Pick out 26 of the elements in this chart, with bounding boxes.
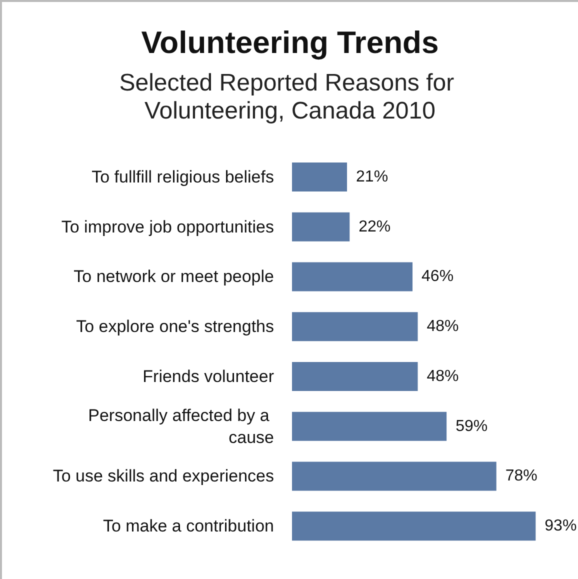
y-tick-label: To explore one's strengths <box>76 317 274 336</box>
y-tick-label: Friends volunteer <box>142 366 274 386</box>
bar <box>292 262 413 292</box>
data-label: 48% <box>426 318 459 336</box>
y-tick-label: Personally affected by a cause <box>88 406 274 447</box>
y-tick-label: To use skills and experiences <box>52 466 274 486</box>
data-label: 78% <box>505 468 538 485</box>
y-tick-label: To fullfill religious beliefs <box>92 167 274 186</box>
y-tick-label: To network or meet people <box>74 267 274 286</box>
bar <box>292 362 418 391</box>
data-label: 48% <box>426 368 459 385</box>
data-label: 21% <box>356 168 388 186</box>
data-label: 22% <box>358 218 391 236</box>
bar <box>292 512 536 541</box>
bar <box>292 462 496 491</box>
data-label: 93% <box>544 518 577 535</box>
chart-subtitle: Selected Reported Reasons for Volunteering, Canada 2010 <box>119 70 461 124</box>
y-tick-label: To improve job opportunities <box>61 217 274 236</box>
bar <box>292 312 418 342</box>
chart-title: Volunteering Trends <box>141 25 439 60</box>
bar <box>292 162 348 192</box>
bar <box>292 412 447 441</box>
bar <box>292 212 350 242</box>
data-label: 46% <box>422 268 454 286</box>
data-label: 59% <box>456 418 488 435</box>
y-tick-label: To make a contribution <box>102 516 274 536</box>
